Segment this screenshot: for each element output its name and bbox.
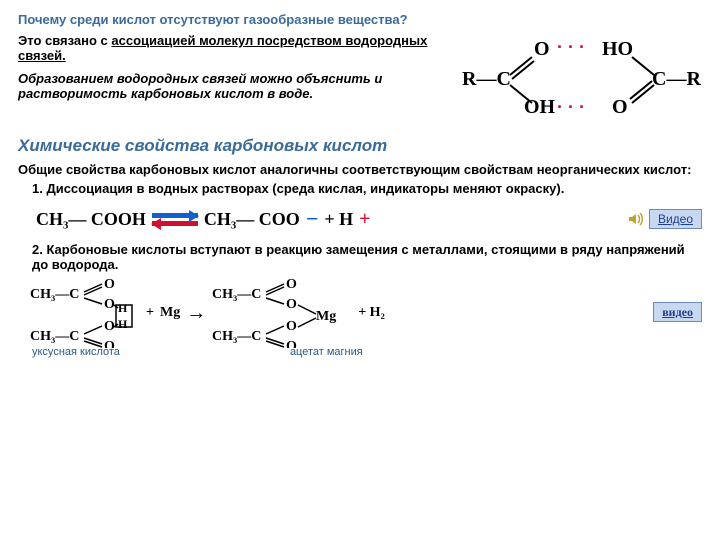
plus-charge: + (359, 208, 370, 231)
acetic-acid-pair: CH₃—C CH₃—C O O O O H H (30, 278, 140, 348)
point-1: 1. Диссоциация в водных растворах (среда… (32, 181, 702, 196)
plus-sign: + (146, 305, 154, 321)
video-link-1[interactable]: Видео (649, 209, 702, 229)
plus-h2: + H₂ (358, 305, 385, 321)
svg-text:O: O (104, 278, 115, 292)
svg-text:O: O (104, 319, 115, 334)
assoc-pre: Это связано с (18, 33, 111, 48)
point-2: 2. Карбоновые кислоты вступают в реакцию… (32, 242, 702, 272)
svg-text:HO: HO (602, 38, 633, 60)
svg-text:· · ·: · · · (557, 37, 585, 57)
dimer-diagram: R—C O OH HO O C—R · · · · · · (462, 33, 702, 126)
svg-text:R—C: R—C (462, 68, 511, 90)
svg-text:O: O (104, 297, 115, 312)
svg-text:CH₃—C: CH₃—C (30, 287, 79, 302)
svg-text:O: O (286, 297, 297, 312)
svg-text:CH₃—C: CH₃—C (212, 287, 261, 302)
svg-text:O: O (534, 38, 550, 60)
svg-text:O: O (612, 96, 628, 118)
svg-text:H: H (118, 301, 128, 315)
svg-text:· · ·: · · · (557, 97, 585, 117)
caption-row: уксусная кислота ацетат магния (32, 348, 702, 358)
hbond-note: Образованием водородных связей можно объ… (18, 71, 452, 101)
eq-rhs2: + H (324, 209, 353, 230)
mg-reaction: CH₃—C CH₃—C O O O O H H + Mg → CH₃—C CH₃… (30, 278, 702, 348)
sound-icon[interactable] (627, 211, 643, 227)
arrow-reverse-icon (152, 221, 198, 226)
video-link-2[interactable]: видео (653, 302, 702, 322)
question-heading: Почему среди кислот отсутствуют газообра… (18, 12, 702, 27)
equilibrium-arrows (152, 213, 198, 226)
association-row: Это связано с ассоциацией молекул посред… (18, 33, 702, 126)
svg-text:CH₃—C: CH₃—C (212, 329, 261, 344)
svg-text:O: O (286, 319, 297, 334)
association-text: Это связано с ассоциацией молекул посред… (18, 33, 452, 101)
reaction-arrow-icon: → (186, 302, 206, 325)
svg-text:O: O (286, 278, 297, 292)
eq-rhs1: CH₃— COO (204, 209, 300, 230)
mg-acetate: CH₃—C CH₃—C O O O O Mg (212, 278, 352, 348)
svg-text:H: H (118, 317, 128, 331)
svg-text:C—R: C—R (652, 68, 701, 90)
svg-text:Mg: Mg (316, 309, 336, 324)
minus-charge: − (306, 206, 319, 232)
caption-acid: уксусная кислота (32, 346, 120, 358)
eq-lhs: CH₃— COOH (36, 209, 146, 230)
mg-symbol: Mg (160, 305, 180, 321)
section-heading: Химические свойства карбоновых кислот (18, 136, 702, 156)
dissociation-equation: CH₃— COOH CH₃— COO− + H + (36, 206, 371, 232)
intro-text: Общие свойства карбоновых кислот аналоги… (18, 162, 702, 177)
caption-acetate: ацетат магния (290, 346, 363, 358)
svg-text:CH₃—C: CH₃—C (30, 329, 79, 344)
